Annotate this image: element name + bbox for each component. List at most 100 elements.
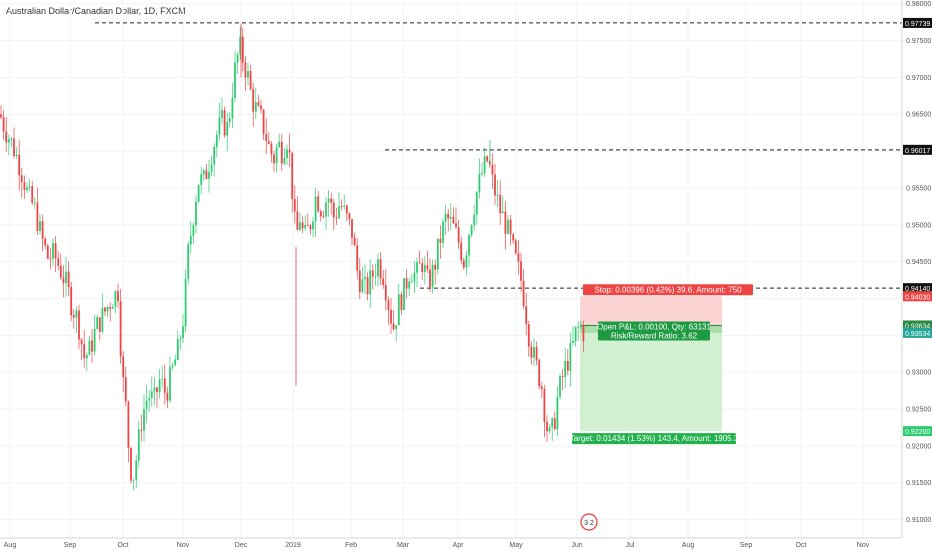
candle-body — [283, 157, 286, 164]
candle-body — [403, 278, 405, 310]
candle-body — [416, 262, 418, 273]
candle-body — [330, 198, 333, 203]
candle-body — [46, 245, 49, 259]
candle-body — [527, 324, 530, 347]
level-badge: 0.94140 — [903, 283, 932, 294]
candle-body — [358, 270, 361, 293]
time-tick-label: Aug — [682, 542, 695, 549]
candle-body — [564, 360, 567, 378]
candle-body — [13, 138, 15, 157]
candle-body — [275, 147, 278, 164]
candle-body — [413, 272, 416, 282]
candle-body — [390, 309, 392, 324]
candle-body — [135, 460, 138, 480]
svg-text:0.94030: 0.94030 — [905, 294, 930, 301]
candle-body — [444, 213, 447, 222]
candle-body — [475, 192, 478, 215]
candle-body — [49, 258, 52, 260]
trade-zones[interactable] — [580, 296, 722, 432]
candle-body — [208, 171, 210, 179]
candle-body — [431, 264, 434, 288]
candle-body — [96, 317, 99, 329]
candle-body — [434, 264, 437, 270]
candle-body — [322, 216, 325, 218]
price-tick-label: 0.98000 — [906, 1, 931, 8]
svg-text:Open P&L: 0.00100, Qty: 63131: Open P&L: 0.00100, Qty: 63131 — [597, 322, 711, 331]
candle-body — [343, 205, 346, 207]
candle-body — [429, 269, 431, 288]
candle-body — [249, 71, 252, 89]
candle-body — [455, 223, 457, 228]
candle-body — [5, 131, 8, 143]
candle-body — [44, 238, 47, 246]
candle-body — [145, 400, 148, 410]
candle-body — [192, 225, 195, 236]
candle-body — [166, 392, 169, 401]
candles — [0, 23, 585, 491]
svg-text:0.93634: 0.93634 — [905, 323, 930, 330]
candle-body — [156, 387, 158, 393]
candle-body — [397, 294, 400, 326]
svg-text:0.97739: 0.97739 — [905, 21, 930, 28]
candle-body — [540, 386, 543, 389]
candle-body — [319, 211, 322, 217]
candle-body — [293, 199, 296, 212]
candle-body — [218, 118, 221, 135]
candle-body — [140, 429, 143, 431]
chart-grid — [0, 0, 902, 538]
candle-body — [65, 271, 67, 284]
candle-body — [345, 205, 348, 214]
svg-text:Target: 0.01434 (1.53%) 143.4,: Target: 0.01434 (1.53%) 143.4, Amount: 1… — [570, 434, 739, 443]
horizontal-levels[interactable] — [95, 22, 902, 289]
price-badge: 0.93534 — [903, 327, 932, 338]
svg-text:0.94140: 0.94140 — [905, 286, 930, 293]
candle-body — [280, 141, 283, 164]
candle-body — [574, 326, 577, 341]
logo-ring — [580, 513, 598, 531]
price-axis[interactable]: 0.91000 0.91500 0.92000 0.92500 0.93000 0.935… — [901, 0, 932, 550]
candle-body — [265, 134, 268, 142]
candle-body — [210, 164, 213, 172]
candle-body — [59, 265, 62, 278]
price-badge: 0.92200 — [903, 426, 932, 437]
candle-body — [501, 211, 504, 214]
time-tick-label: Sep — [64, 542, 77, 549]
time-tick-label: Oct — [118, 542, 129, 549]
candle-body — [530, 346, 533, 358]
candle-body — [0, 114, 2, 118]
candle-body — [306, 224, 309, 226]
candle-body — [473, 214, 476, 226]
candle-body — [158, 379, 161, 393]
candle-body — [80, 339, 83, 345]
candle-body — [117, 291, 119, 302]
candle-body — [468, 235, 470, 256]
candle-body — [553, 418, 556, 429]
candle-body — [41, 221, 44, 239]
candle-body — [106, 306, 109, 312]
svg-text:0.92200: 0.92200 — [905, 429, 930, 436]
candle-body — [93, 328, 96, 352]
candle-body — [254, 102, 257, 112]
candle-body — [286, 149, 288, 158]
candle-body — [171, 365, 174, 367]
candle-body — [400, 294, 403, 310]
candle-body — [23, 182, 26, 191]
time-tick-label: Nov — [177, 542, 190, 549]
price-tick-label: 0.95500 — [906, 185, 931, 192]
candle-body — [317, 196, 320, 212]
candle-body — [465, 255, 468, 268]
candle-body — [111, 306, 114, 309]
time-tick-label: Dec — [235, 542, 248, 549]
time-tick-label: 2019 — [285, 542, 301, 549]
candle-body — [499, 194, 502, 214]
candle-body — [114, 291, 117, 307]
candle-body — [304, 224, 307, 229]
time-axis[interactable]: Aug Sep Oct Nov Dec 2019 Feb Mar Apr May Jun Jul Aug… — [0, 537, 902, 549]
candle-body — [226, 122, 229, 136]
candle-body — [62, 277, 65, 284]
time-tick-label: Jun — [571, 542, 582, 549]
candle-body — [566, 360, 569, 371]
candle-body — [559, 376, 561, 397]
